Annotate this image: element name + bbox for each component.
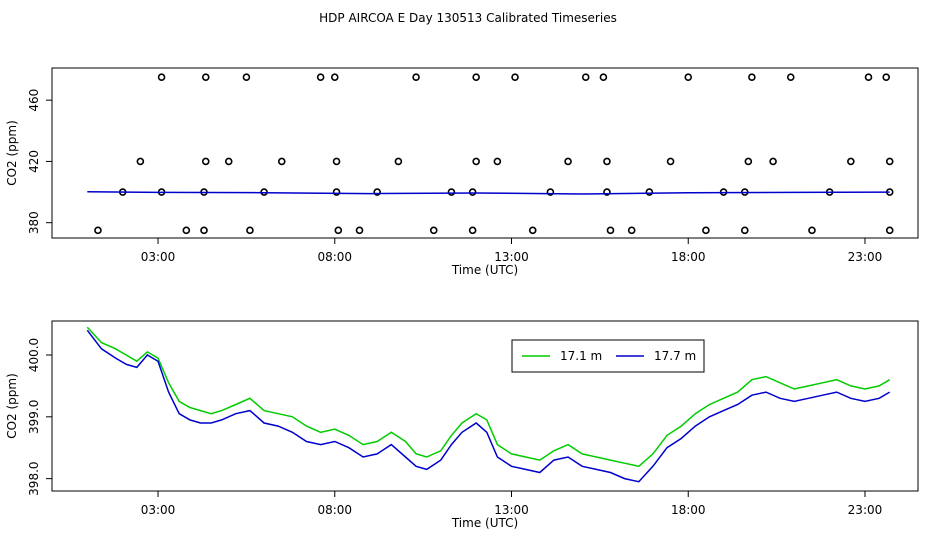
calibration-point [316, 73, 325, 81]
calibration-point [373, 188, 381, 196]
calibration-point [702, 226, 710, 235]
calibration-point [864, 73, 873, 81]
calibration-point [394, 157, 403, 166]
timeseries-line [87, 190, 890, 195]
x-tick-label: 18:00 [671, 250, 706, 264]
x-axis-label: Time (UTC) [451, 516, 518, 530]
calibration-point [684, 73, 693, 81]
calibration-point [885, 226, 894, 235]
y-tick-label: 400.0 [27, 338, 41, 372]
calibration-point [330, 73, 339, 81]
calibration-point [468, 188, 477, 196]
legend-entry: 17.1 m [560, 349, 602, 363]
calibration-point [201, 157, 210, 166]
calibration-point [334, 226, 343, 235]
calibration-point [603, 188, 611, 196]
calibration-point [744, 157, 753, 166]
calibration-point [885, 157, 894, 166]
y-tick-label: 420 [27, 150, 41, 173]
calibration-point [200, 226, 208, 235]
calibration-point [581, 73, 590, 81]
y-axis-label: CO2 (ppm) [5, 373, 19, 439]
figure-title: HDP AIRCOA E Day 130513 Calibrated Times… [319, 11, 617, 25]
calibration-point [546, 188, 555, 196]
y-axis-label: CO2 (ppm) [5, 120, 19, 186]
calibration-point [511, 73, 519, 81]
legend: 17.1 m 17.7 m [511, 339, 705, 373]
calibration-point [666, 157, 675, 166]
calibration-point [528, 226, 537, 235]
calibration-point [201, 73, 210, 81]
calibration-point [808, 226, 816, 235]
calibration-point [740, 226, 749, 235]
y-tick-label: 380 [27, 211, 41, 234]
calibration-point [355, 226, 364, 235]
plot-frame [51, 320, 919, 492]
calibration-point [472, 157, 480, 166]
series-line-17-1m [86, 326, 891, 468]
calibration-point [882, 73, 890, 81]
x-tick-label: 13:00 [494, 503, 529, 517]
x-tick-label: 13:00 [494, 250, 529, 264]
y-tick-label: 460 [27, 89, 41, 112]
calibration-point [627, 226, 636, 235]
calibration-point [472, 73, 480, 81]
co2-timeseries-panel: 03:00 08:00 13:00 18:00 23:00 398.0 399.0 400.0… [5, 320, 919, 530]
calibration-point [786, 73, 795, 81]
y-tick-label: 399.0 [27, 400, 41, 434]
calibration-point [136, 157, 145, 166]
x-tick-label: 08:00 [317, 250, 352, 264]
calibration-point [599, 73, 608, 81]
calibration-scatter-panel: 03:00 08:00 13:00 18:00 23:00 380 420 460 Time (… [5, 67, 919, 277]
x-tick-label: 03:00 [141, 503, 176, 517]
calibration-point [157, 73, 166, 81]
calibration-point [94, 226, 102, 235]
calibration-point [412, 73, 420, 81]
calibration-point [769, 157, 777, 166]
calibration-point [468, 226, 477, 235]
y-tick-label: 398.0 [27, 461, 41, 495]
calibration-point [224, 157, 233, 166]
x-tick-label: 23:00 [848, 250, 883, 264]
x-tick-label: 03:00 [141, 250, 176, 264]
calibration-point [246, 226, 254, 235]
calibration-point [332, 157, 341, 166]
calibration-point [564, 157, 572, 166]
calibration-point [606, 226, 615, 235]
legend-entry: 17.7 m [654, 349, 696, 363]
calibration-point [332, 188, 341, 196]
calibration-point [847, 157, 855, 166]
calibration-point [242, 73, 251, 81]
x-axis-label: Time (UTC) [451, 263, 518, 277]
calibration-point [493, 157, 502, 166]
calibration-point [182, 226, 191, 235]
calibration-point [748, 73, 756, 81]
calibration-point [429, 226, 438, 235]
calibration-point [645, 188, 654, 196]
calibration-point [447, 188, 456, 196]
plot-frame [51, 67, 919, 239]
calibration-point [277, 157, 286, 166]
x-tick-label: 18:00 [671, 503, 706, 517]
calibration-point [603, 157, 611, 166]
x-tick-label: 23:00 [848, 503, 883, 517]
series-line-17-7m [86, 329, 891, 483]
x-tick-label: 08:00 [317, 503, 352, 517]
